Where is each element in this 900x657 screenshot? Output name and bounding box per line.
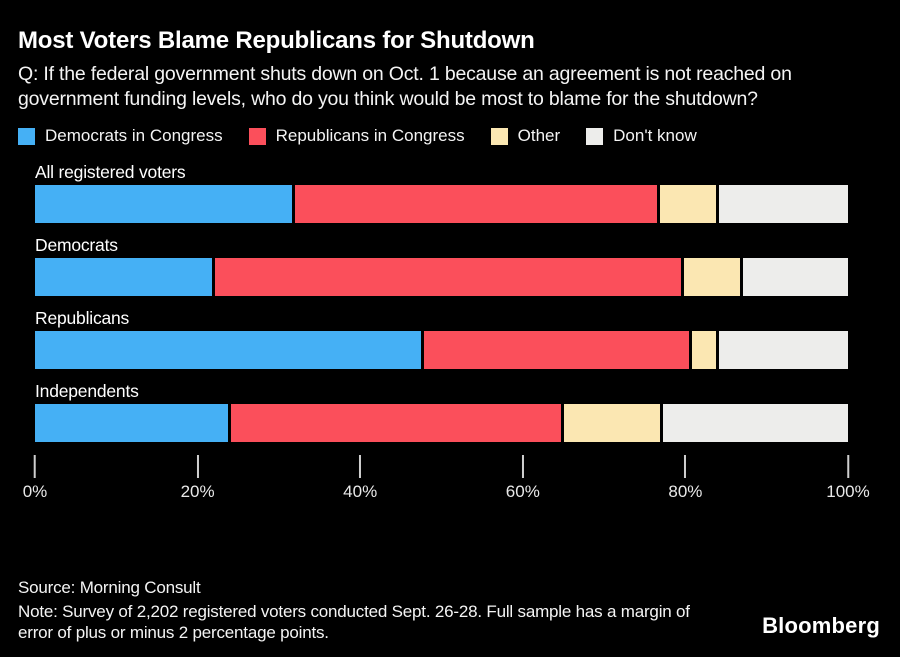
tick-mark [359, 455, 362, 478]
note-line: Note: Survey of 2,202 registered voters … [18, 602, 690, 642]
tick-mark [33, 455, 36, 478]
stacked-bar [35, 404, 848, 442]
bar-segment-democrats [35, 331, 421, 369]
legend-label-republicans: Republicans in Congress [275, 126, 465, 145]
bar-row-label: Independents [35, 381, 139, 401]
axis-tick-20: 20% [181, 455, 215, 502]
legend-item-republicans: Republicans in Congress [248, 126, 465, 146]
bar-row-label: Democrats [35, 235, 118, 255]
tick-mark [846, 455, 849, 478]
bar-segment-dont-know [663, 404, 848, 442]
bar-segment-republicans [230, 404, 561, 442]
legend-swatch-democrats-icon [18, 127, 35, 145]
legend-label-democrats: Democrats in Congress [45, 126, 223, 145]
legend-item-other: Other [490, 126, 561, 146]
tick-label: 80% [668, 482, 703, 501]
bar-segment-democrats [35, 185, 293, 223]
chart-subtitle: Q: If the federal government shuts down … [18, 63, 792, 110]
bar-row-independents: Independents [35, 382, 848, 442]
source-line: Source: Morning Consult [18, 578, 201, 597]
bloomberg-logo: Bloomberg [762, 613, 880, 638]
x-axis: 0% 20% 40% 60% 80% 100% [23, 455, 870, 505]
stacked-bar [35, 185, 848, 223]
tick-label: 100% [826, 482, 870, 501]
bar-segment-republicans [423, 331, 690, 369]
tick-label: 60% [505, 482, 540, 501]
bar-row-republicans: Republicans [35, 309, 848, 369]
chart-header: Most Voters Blame Republicans for Shutdo… [0, 0, 900, 112]
legend-label-other: Other [517, 126, 561, 145]
bar-segment-other [692, 331, 717, 369]
axis-tick-40: 40% [343, 455, 377, 502]
axis-tick-80: 80% [668, 455, 702, 502]
bar-segment-other [563, 404, 661, 442]
bar-segment-republicans [295, 185, 658, 223]
bar-row-democrats: Democrats [35, 236, 848, 296]
stacked-bar [35, 331, 848, 369]
chart-legend: Democrats in Congress Republicans in Con… [0, 126, 900, 146]
bar-segment-other [684, 258, 741, 296]
bar-segment-republicans [214, 258, 682, 296]
bar-row-label: All registered voters [35, 162, 186, 182]
chart-footer: Source: Morning Consult Note: Survey of … [18, 578, 880, 643]
tick-mark [684, 455, 687, 478]
axis-tick-0: 0% [22, 455, 48, 502]
legend-swatch-dont-know-icon [586, 127, 604, 145]
bar-row-all-registered-voters: All registered voters [35, 163, 848, 223]
legend-swatch-republicans-icon [248, 127, 266, 145]
axis-tick-60: 60% [506, 455, 540, 502]
bar-segment-other [660, 185, 717, 223]
legend-item-democrats: Democrats in Congress [18, 126, 223, 146]
axis-tick-100: 100% [826, 455, 870, 502]
legend-label-dont-know: Don't know [613, 126, 697, 145]
bar-row-label: Republicans [35, 308, 130, 328]
tick-label: 20% [180, 482, 215, 501]
bar-segment-dont-know [743, 258, 848, 296]
stacked-bar [35, 258, 848, 296]
bar-segment-democrats [35, 258, 212, 296]
legend-item-dont-know: Don't know [586, 126, 697, 146]
chart-title: Most Voters Blame Republicans for Shutdo… [18, 27, 535, 54]
bar-segment-dont-know [719, 185, 848, 223]
bar-segment-dont-know [719, 331, 848, 369]
legend-swatch-other-icon [490, 127, 508, 145]
tick-mark [196, 455, 199, 478]
tick-label: 0% [22, 482, 48, 501]
bar-chart: All registered voters Democrats Republic… [35, 163, 848, 442]
tick-mark [521, 455, 524, 478]
bar-segment-democrats [35, 404, 228, 442]
tick-label: 40% [343, 482, 378, 501]
